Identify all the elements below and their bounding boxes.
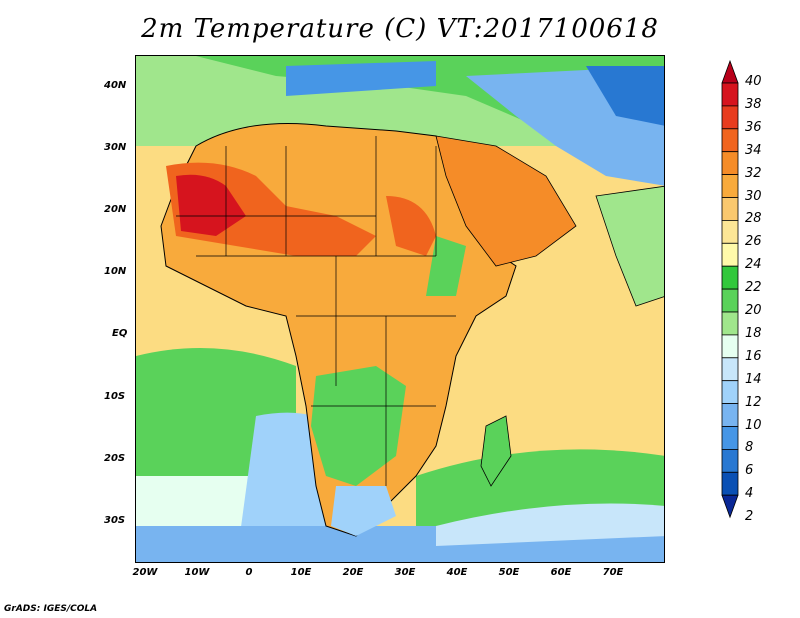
lon-label-10w: 10W bbox=[184, 567, 210, 578]
colorbar-label: 28 bbox=[745, 211, 762, 227]
colorbar-label: 18 bbox=[745, 325, 762, 341]
colorbar-swatch bbox=[721, 448, 739, 473]
colorbar-label: 34 bbox=[745, 142, 762, 158]
credit-text: GrADS: IGES/COLA bbox=[4, 604, 98, 614]
colorbar-swatch bbox=[721, 471, 739, 496]
colorbar-label: 10 bbox=[745, 417, 762, 433]
lon-label-0: 0 bbox=[245, 567, 253, 578]
southern-africa-green bbox=[311, 366, 406, 486]
country-borders bbox=[176, 136, 456, 486]
colorbar-swatch bbox=[721, 288, 739, 313]
india-land bbox=[595, 185, 664, 307]
colorbar-swatch bbox=[721, 82, 739, 107]
lon-label-40e: 40E bbox=[446, 567, 468, 578]
colorbar-label: 22 bbox=[745, 280, 762, 296]
colorbar-swatch bbox=[721, 197, 739, 221]
colorbar-swatch bbox=[721, 105, 739, 130]
lon-label-20e: 20E bbox=[342, 567, 364, 578]
south-indian-cool bbox=[436, 503, 664, 546]
colorbar-swatch bbox=[721, 128, 739, 153]
colorbar-max-arrow bbox=[721, 59, 739, 84]
colorbar-swatch bbox=[721, 219, 739, 244]
colorbar-label: 30 bbox=[745, 188, 762, 204]
colorbar-swatch bbox=[721, 151, 739, 175]
asia-cold bbox=[586, 66, 664, 126]
colorbar-label: 4 bbox=[745, 486, 754, 502]
lon-label-30e: 30E bbox=[394, 567, 416, 578]
colorbar-label: 6 bbox=[745, 463, 754, 479]
lat-label-eq: EQ bbox=[112, 328, 128, 339]
colorbar-label: 14 bbox=[745, 371, 762, 387]
sahara-hottest bbox=[176, 174, 246, 236]
colorbar-min-arrow bbox=[721, 494, 739, 519]
colorbar-label: 36 bbox=[745, 119, 762, 135]
lat-label-10n: 10N bbox=[104, 266, 127, 277]
lon-label-70e: 70E bbox=[602, 567, 624, 578]
lat-label-30s: 30S bbox=[104, 515, 126, 526]
colorbar-label: 16 bbox=[745, 348, 762, 364]
colorbar-label: 26 bbox=[745, 234, 762, 250]
colorbar-label: 8 bbox=[745, 440, 754, 456]
lat-label-20n: 20N bbox=[104, 204, 127, 215]
colorbar-swatch bbox=[721, 403, 739, 427]
colorbar-swatch bbox=[721, 426, 739, 450]
colorbar-swatch bbox=[721, 334, 739, 359]
lat-label-40n: 40N bbox=[104, 80, 127, 91]
colorbar-swatch bbox=[721, 380, 739, 405]
europe-cool bbox=[286, 61, 436, 96]
temperature-map bbox=[135, 55, 665, 563]
lat-label-20s: 20S bbox=[104, 453, 126, 464]
colorbar-swatch bbox=[721, 265, 739, 290]
lon-label-60e: 60E bbox=[550, 567, 572, 578]
colorbar-label: 20 bbox=[745, 303, 762, 318]
colorbar-swatch bbox=[721, 242, 739, 267]
colorbar-label: 12 bbox=[745, 394, 762, 410]
colorbar-swatch bbox=[721, 174, 739, 198]
colorbar-label: 40 bbox=[745, 74, 762, 89]
lon-label-20w: 20W bbox=[132, 567, 158, 578]
colorbar-swatch bbox=[721, 311, 739, 336]
colorbar-label: 24 bbox=[745, 257, 762, 273]
colorbar-label: 2 bbox=[745, 509, 754, 525]
lon-label-10e: 10E bbox=[290, 567, 312, 578]
colorbar-label: 38 bbox=[745, 96, 762, 112]
colorbar-label: 32 bbox=[745, 165, 762, 181]
map-title: 2m Temperature (C) VT:2017100618 bbox=[141, 14, 659, 44]
sudan-hot-zone bbox=[386, 196, 436, 256]
map-canvas bbox=[136, 56, 664, 562]
lat-label-30n: 30N bbox=[104, 142, 127, 153]
arabia-land bbox=[435, 135, 577, 267]
colorbar bbox=[721, 59, 739, 519]
lon-label-50e: 50E bbox=[498, 567, 520, 578]
south-africa-cool bbox=[331, 486, 396, 536]
madagascar bbox=[480, 415, 512, 487]
colorbar-swatch bbox=[721, 357, 739, 382]
lat-label-10s: 10S bbox=[104, 391, 126, 402]
